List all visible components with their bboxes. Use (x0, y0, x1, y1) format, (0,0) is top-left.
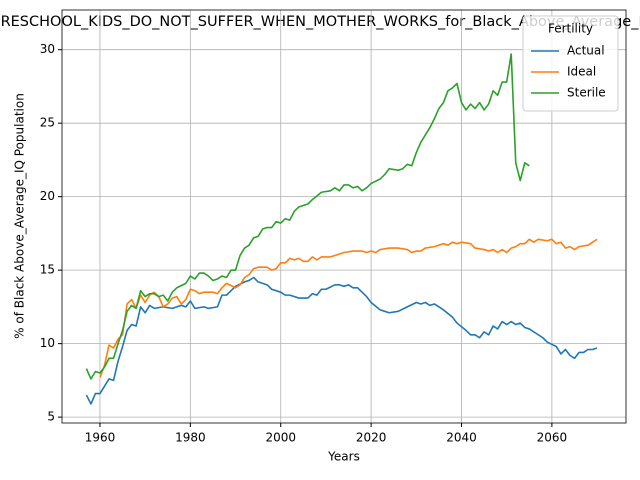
series-line (99, 238, 598, 378)
y-axis-label: % of Black Above_Average_IQ Population (13, 93, 27, 339)
y-tick-label: 10 (40, 336, 55, 350)
x-axis-label: Years (327, 450, 360, 464)
x-tick-label: 2040 (446, 431, 477, 445)
x-tick-label: 2060 (537, 431, 568, 445)
legend-label: Actual (567, 44, 605, 58)
y-tick-label: 5 (47, 410, 55, 424)
y-tick-label: 15 (40, 263, 55, 277)
y-tick-label: 25 (40, 116, 55, 130)
legend-label: Sterile (567, 86, 606, 100)
series-line (85, 276, 598, 405)
y-tick-label: 20 (40, 189, 55, 203)
y-tick-label: 30 (40, 42, 55, 56)
chart-title: Fertility_by_PRESCHOOL_KIDS_DO_NOT_SUFFE… (0, 14, 640, 30)
legend-label: Ideal (567, 65, 596, 79)
x-tick-label: 2020 (356, 431, 387, 445)
x-tick-label: 1980 (175, 431, 206, 445)
x-tick-label: 2000 (265, 431, 296, 445)
legend-title: Fertility (548, 22, 593, 36)
legend-box (522, 15, 619, 112)
series-line (85, 53, 530, 380)
legend: Fertility Actual Ideal Sterile (522, 15, 619, 112)
x-tick-label: 1960 (85, 431, 116, 445)
plot-frame (61, 9, 627, 424)
